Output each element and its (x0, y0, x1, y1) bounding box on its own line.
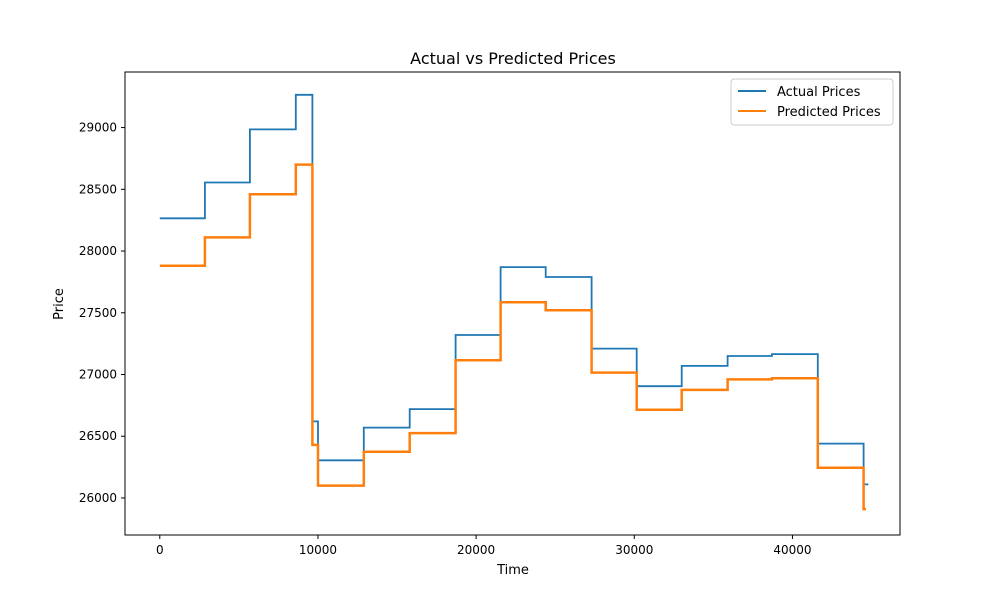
x-axis: 0 10000 20000 30000 40000 (156, 535, 812, 557)
x-tick-label: 30000 (615, 543, 653, 557)
x-axis-label: Time (496, 563, 529, 578)
y-tick-label: 27000 (79, 367, 117, 381)
legend-box (730, 78, 894, 126)
legend-label-predicted: Predicted Prices (777, 105, 881, 120)
legend: Actual Prices Predicted Prices (730, 78, 894, 126)
x-tick-label: 20000 (457, 543, 495, 557)
plot-area (159, 93, 869, 511)
y-tick-label: 26000 (79, 491, 117, 505)
y-tick-label: 29000 (79, 121, 117, 135)
y-tick-label: 28000 (79, 244, 117, 258)
y-axis-label: Price (52, 288, 67, 320)
plot-frame (124, 71, 901, 536)
x-tick-label: 40000 (773, 543, 811, 557)
x-tick-label: 10000 (299, 543, 337, 557)
series-line-predicted-prices (159, 163, 866, 511)
legend-label-actual: Actual Prices (777, 85, 861, 100)
x-tick-label: 0 (156, 543, 164, 557)
chart-title: Actual vs Predicted Prices (410, 49, 616, 68)
y-tick-label: 26500 (79, 429, 117, 443)
series-line-actual-prices (159, 93, 869, 486)
y-tick-label: 27500 (79, 306, 117, 320)
y-tick-label: 28500 (79, 182, 117, 196)
y-axis: 26000 26500 27000 27500 28000 28500 29000 (79, 121, 125, 505)
